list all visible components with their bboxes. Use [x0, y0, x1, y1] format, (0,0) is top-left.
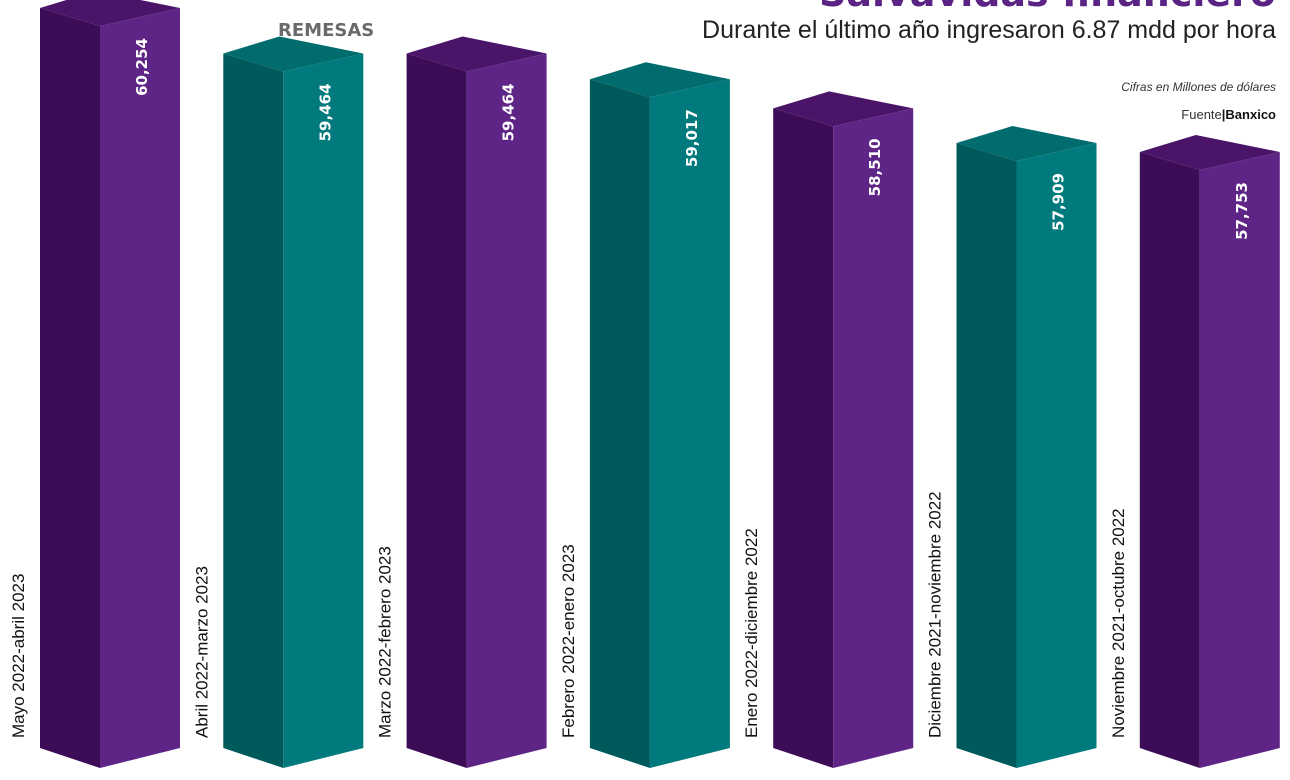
bar-side-face — [40, 8, 100, 768]
bar-value-label: 57,753 — [1233, 182, 1251, 240]
bar-side-face — [589, 79, 650, 768]
category-label: Mayo 2022-abril 2023 — [9, 574, 28, 738]
bar-front-face — [649, 79, 730, 768]
category-label: Febrero 2022-enero 2023 — [559, 544, 578, 738]
bar-value-label: 59,464 — [500, 83, 518, 141]
bar-value-label: 59,017 — [683, 109, 701, 167]
source-name: Banxico — [1225, 107, 1276, 122]
bar-front-face — [100, 8, 180, 768]
bar-front-face — [466, 53, 547, 769]
bar-front-face — [1199, 152, 1280, 768]
bar-group: 59,464 Abril 2022-marzo 2023 — [192, 36, 364, 769]
source-prefix: Fuente — [1181, 107, 1222, 122]
bar-group: 58,510 Enero 2022-diciembre 2022 — [742, 91, 914, 768]
bar-side-face — [406, 53, 467, 769]
source-note: Fuente|Banxico — [1181, 107, 1276, 122]
category-label: Abril 2022-marzo 2023 — [192, 566, 211, 738]
bar-group: 57,909 Diciembre 2021-noviembre 2022 — [926, 126, 1097, 768]
bar-group: 60,254 Mayo 2022-abril 2023 — [9, 0, 180, 768]
bar-side-face — [956, 143, 1017, 768]
bar-group: 59,464 Marzo 2022-febrero 2023 — [376, 36, 547, 769]
section-label: REMESAS — [278, 20, 375, 41]
category-label: Marzo 2022-febrero 2023 — [376, 546, 395, 738]
bar-side-face — [1139, 152, 1200, 768]
bar-top-face — [956, 126, 1097, 162]
bar-side-face — [773, 108, 834, 768]
units-note: Cifras en Millones de dólares — [1121, 80, 1276, 94]
bar-side-face — [223, 53, 284, 769]
bar-top-face — [223, 36, 364, 72]
chart-title: Salvavidas financiero — [819, 0, 1276, 12]
bar-value-label: 60,254 — [133, 38, 151, 96]
bar-front-face — [833, 108, 914, 768]
bar-front-face — [283, 53, 364, 769]
bar-top-face — [1139, 135, 1280, 170]
category-label: Enero 2022-diciembre 2022 — [742, 528, 761, 738]
bar-top-face — [40, 0, 180, 26]
bar-front-face — [1016, 143, 1097, 768]
bar-value-label: 57,909 — [1050, 173, 1068, 231]
bar-group: 59,017 Febrero 2022-enero 2023 — [559, 62, 730, 768]
category-label: Diciembre 2021-noviembre 2022 — [926, 491, 945, 738]
bar-top-face — [406, 36, 547, 72]
bar-value-label: 58,510 — [866, 138, 884, 196]
source-separator: | — [1221, 107, 1226, 122]
category-label: Noviembre 2021-octubre 2022 — [1109, 508, 1128, 738]
chart-subtitle: Durante el último año ingresaron 6.87 md… — [702, 16, 1276, 44]
bar-group: 57,753 Noviembre 2021-octubre 2022 — [1109, 135, 1280, 768]
bar-top-face — [773, 91, 914, 127]
bar-value-label: 59,464 — [316, 83, 334, 141]
bar-top-face — [589, 62, 730, 98]
